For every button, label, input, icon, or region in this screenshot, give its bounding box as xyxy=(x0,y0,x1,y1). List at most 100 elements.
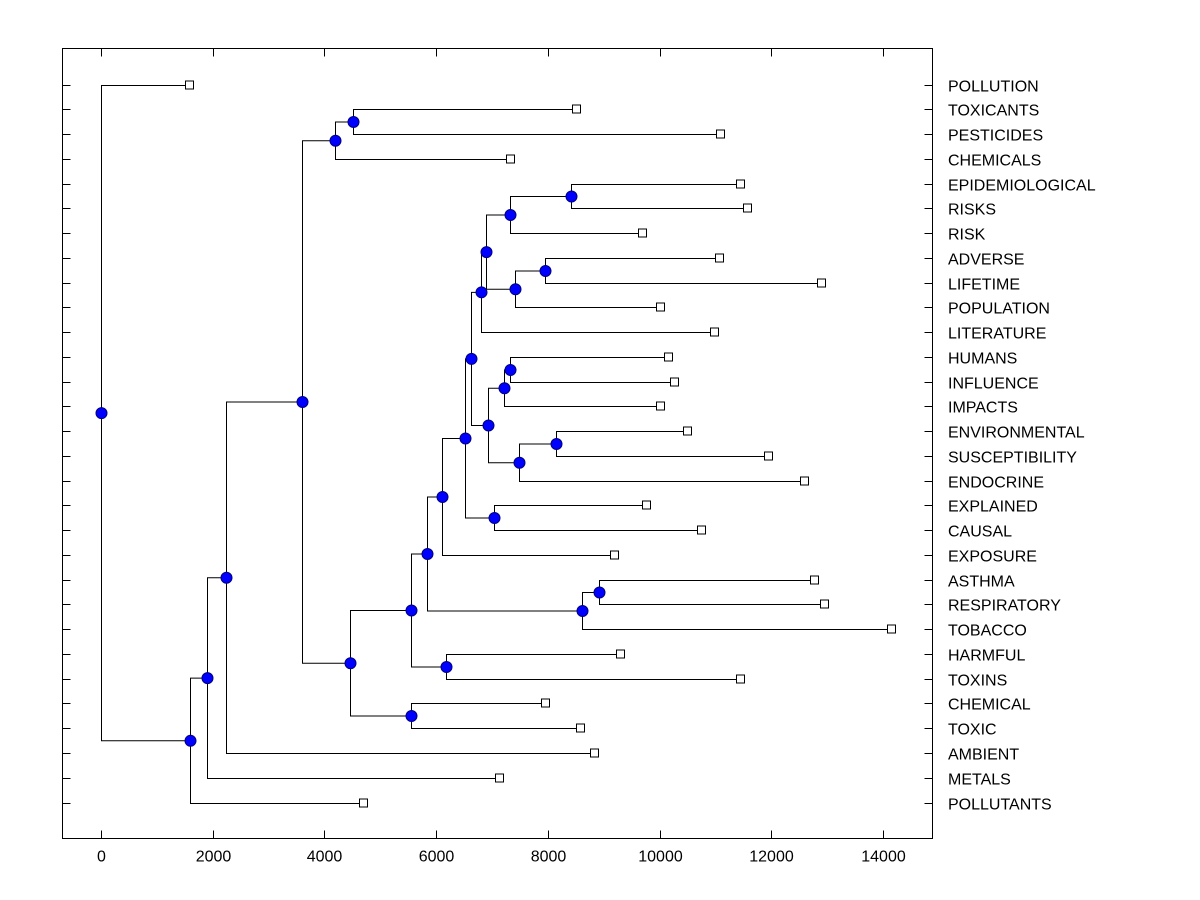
plot-frame xyxy=(62,48,933,839)
leaf-marker xyxy=(800,476,809,486)
merge-node xyxy=(565,190,578,203)
dendrogram-link xyxy=(519,462,806,482)
leaf-label: ENVIRONMENTAL xyxy=(948,425,1085,442)
leaf-marker xyxy=(610,550,619,560)
leaf-marker xyxy=(743,203,752,213)
merge-node xyxy=(405,710,418,722)
dendrogram-link xyxy=(582,611,893,630)
merge-node xyxy=(482,419,495,432)
leaf-labels: POLLUTION TOXICANTS PESTICIDES CHEMICALS EPI… xyxy=(948,79,1096,814)
leaf-label: INFLUENCE xyxy=(948,376,1039,393)
leaf-label: TOXIC xyxy=(948,722,997,739)
merge-node xyxy=(465,352,478,365)
dendrogram-link xyxy=(515,289,662,308)
leaf-label: POPULATION xyxy=(948,301,1050,318)
leaf-marker xyxy=(820,599,829,609)
merge-node xyxy=(201,672,214,685)
leaf-marker xyxy=(185,80,194,90)
dendrogram-link xyxy=(350,609,412,664)
merge-node xyxy=(504,364,517,376)
merge-node xyxy=(539,265,552,277)
leaf-marker xyxy=(616,649,625,659)
leaf-marker xyxy=(817,278,826,288)
x-tick-label: 2000 xyxy=(196,849,232,866)
x-tick-label: 14000 xyxy=(861,849,906,866)
merge-node xyxy=(504,209,517,221)
leaf-label: ADVERSE xyxy=(948,252,1024,269)
leaf-marker xyxy=(736,674,745,684)
merge-node xyxy=(550,438,563,450)
leaf-label: POLLUTION xyxy=(948,79,1039,96)
dendrogram-link xyxy=(486,214,511,253)
leaf-label: EXPOSURE xyxy=(948,549,1037,566)
leaf-label: ENDOCRINE xyxy=(948,475,1044,492)
leaf-label: RISKS xyxy=(948,202,996,219)
leaf-label: POLLUTANTS xyxy=(948,797,1052,814)
leaf-label: LIFETIME xyxy=(948,277,1020,294)
merge-node xyxy=(593,586,606,599)
x-tick-label: 12000 xyxy=(749,849,794,866)
x-tick-label: 10000 xyxy=(638,849,683,866)
dendrogram-link xyxy=(504,388,662,407)
dendrogram-link xyxy=(519,443,557,463)
merge-node xyxy=(296,395,309,408)
leaf-marker xyxy=(716,129,725,139)
leaf-label: TOBACCO xyxy=(948,623,1027,640)
x-tick-label: 6000 xyxy=(419,849,455,866)
merge-node xyxy=(329,134,342,147)
leaf-label: CHEMICALS xyxy=(948,153,1041,170)
leaf-marker xyxy=(736,179,745,189)
leaf-label: PESTICIDES xyxy=(948,128,1043,145)
dendrogram-link xyxy=(481,292,716,333)
merge-node xyxy=(440,661,453,673)
dendrogram-link xyxy=(101,85,191,414)
dendrogram-link xyxy=(411,610,447,668)
leaf-label: RESPIRATORY xyxy=(948,598,1061,615)
leaf-label: HARMFUL xyxy=(948,648,1025,665)
dendrogram-link xyxy=(101,413,191,742)
leaf-label: TOXINS xyxy=(948,673,1007,690)
dendrogram-link xyxy=(350,663,412,717)
merge-node xyxy=(459,432,472,445)
leaf-marker xyxy=(697,525,706,535)
leaf-marker xyxy=(810,575,819,585)
leaf-label: HUMANS xyxy=(948,351,1017,368)
leaf-label: ASTHMA xyxy=(948,574,1015,591)
dendrogram-link xyxy=(302,401,351,664)
leaf-label: EXPLAINED xyxy=(948,499,1038,516)
leaf-marker xyxy=(495,773,504,783)
merge-node xyxy=(184,734,197,747)
leaf-label: CAUSAL xyxy=(948,524,1012,541)
dendrogram-link xyxy=(442,496,616,556)
leaf-marker xyxy=(590,748,599,758)
merge-node xyxy=(347,116,360,128)
dendrogram-link xyxy=(335,140,512,160)
leaf-marker xyxy=(576,723,585,733)
merge-node xyxy=(95,407,108,420)
merge-node xyxy=(576,605,589,617)
merge-node xyxy=(220,571,233,584)
leaf-marker xyxy=(670,377,679,387)
leaf-marker xyxy=(506,154,515,164)
dendrogram-link xyxy=(302,140,336,402)
leaf-marker xyxy=(638,228,647,238)
leaf-label: LITERATURE xyxy=(948,326,1046,343)
dendrogram-link xyxy=(510,196,572,215)
leaf-marker xyxy=(359,798,368,808)
dendrogram-link xyxy=(427,553,583,612)
leaf-marker xyxy=(642,500,651,510)
leaf-label: EPIDEMIOLOGICAL xyxy=(948,178,1096,195)
leaf-label: METALS xyxy=(948,772,1011,789)
leaf-marker xyxy=(887,624,896,634)
dendrogram-link xyxy=(488,425,520,464)
dendrogram-link xyxy=(515,270,546,290)
merge-node xyxy=(475,286,488,299)
dendrogram-link xyxy=(226,401,303,578)
dendrogram-link xyxy=(510,215,644,234)
x-tick-label: 4000 xyxy=(307,849,343,866)
leaf-label: AMBIENT xyxy=(948,747,1019,764)
x-tick-label: 0 xyxy=(97,849,106,866)
dendrogram-link xyxy=(442,437,466,497)
leaf-label: RISK xyxy=(948,227,986,244)
